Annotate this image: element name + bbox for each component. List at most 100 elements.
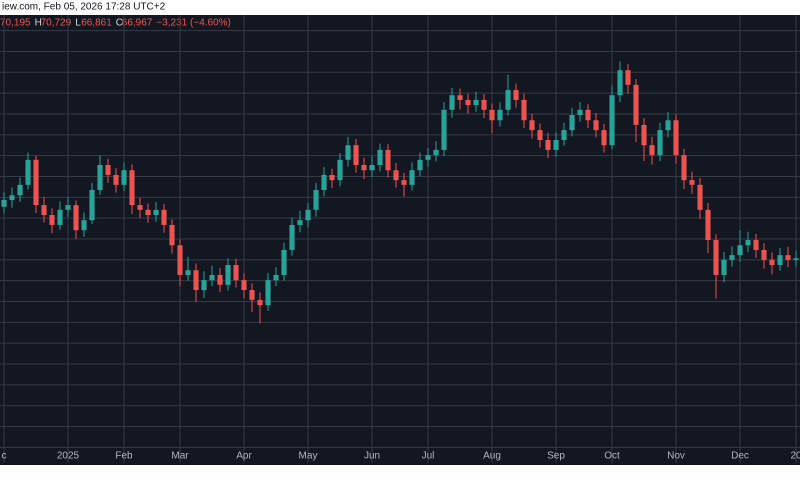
candle-body [233, 265, 239, 281]
candle-body [593, 120, 599, 131]
candle-body [713, 240, 719, 275]
candle-body [313, 190, 319, 210]
ohlc-value: 66,967 [122, 18, 153, 29]
candle-body [425, 155, 431, 160]
candle-body [625, 70, 631, 85]
candle-body [217, 274, 223, 285]
candle-body [697, 184, 703, 210]
ohlc-change: −3,231 (−4.60%) [156, 18, 231, 29]
ohlc-group: 70,195 H70,729 L 66,861 C66,967 −3,231 (−4.60… [0, 18, 231, 29]
x-tick-label: 2025 [57, 451, 80, 462]
candle-body [1, 199, 7, 207]
header-bar [0, 0, 800, 15]
candle-body [193, 270, 199, 291]
candle-body [505, 90, 511, 110]
candle-body [577, 109, 583, 116]
candle-body [393, 170, 399, 181]
candle-body [761, 249, 767, 260]
ohlc-letter: C [116, 18, 123, 29]
candle-body [729, 255, 735, 260]
candle-body [585, 109, 591, 121]
candle-body [417, 159, 423, 171]
x-tick-label: Dec [731, 451, 749, 462]
candle-body [369, 165, 375, 171]
candle-body [401, 180, 407, 185]
candle-body [113, 174, 119, 185]
ohlc-value: 70,195 [0, 18, 31, 29]
candle-body [649, 145, 655, 156]
candle-body [329, 174, 335, 181]
candle-body [745, 240, 751, 246]
candle-body [497, 109, 503, 121]
candle-body [433, 149, 439, 156]
candle-body [777, 255, 783, 266]
candle-body [561, 130, 567, 141]
candle-body [681, 155, 687, 181]
candle-body [81, 220, 87, 231]
candle-body [105, 165, 111, 175]
candle-body [73, 205, 79, 231]
candle-body [249, 290, 255, 300]
ohlc-letter: H [35, 18, 42, 29]
candle-body [65, 205, 71, 210]
x-tick-label: May [299, 451, 318, 462]
candle-body [609, 95, 615, 146]
x-tick-label: c [2, 451, 7, 462]
candle-body [529, 120, 535, 131]
x-tick-label: Oct [604, 451, 620, 462]
candle-body [409, 170, 415, 185]
candle-body [25, 159, 31, 185]
footer-bar [0, 465, 800, 500]
candle-body [9, 195, 15, 200]
candle-body [41, 205, 47, 216]
candle-body [457, 95, 463, 100]
candle-body [169, 224, 175, 246]
candle-body [441, 109, 447, 150]
candle-body [345, 145, 351, 160]
candle-body [665, 120, 671, 131]
candle-body [297, 220, 303, 225]
candle-body [201, 280, 207, 291]
candle-body [617, 70, 623, 96]
candle-body [281, 249, 287, 275]
candle-body [129, 170, 135, 206]
x-tick-label: Sep [547, 451, 565, 462]
candle-body [241, 280, 247, 291]
candle-body [89, 190, 95, 221]
x-tick-label: 20 [790, 451, 800, 462]
candle-body [473, 99, 479, 106]
candle-body [601, 130, 607, 146]
candle-body [449, 95, 455, 110]
candle-body [569, 115, 575, 131]
x-tick-label: Mar [171, 451, 189, 462]
candle-body [337, 159, 343, 181]
candle-body [161, 209, 167, 225]
candle-body [705, 209, 711, 241]
candle-body [361, 165, 367, 171]
ohlc-letter: L [75, 18, 81, 29]
candle-body [145, 209, 151, 216]
x-tick-label: Apr [236, 451, 252, 462]
candle-body [689, 180, 695, 185]
candle-body [753, 240, 759, 250]
x-tick-label: Nov [667, 451, 685, 462]
candle-body [545, 140, 551, 150]
candle-body [769, 259, 775, 266]
candle-body [321, 174, 327, 191]
candle-body [537, 130, 543, 141]
candle-body [465, 99, 471, 106]
candle-body [657, 130, 663, 156]
header-source: iew.com, Feb 05, 2026 17:28 UTC+2 [2, 2, 166, 13]
x-tick-label: Aug [483, 451, 501, 462]
candle-body [489, 109, 495, 121]
candle-body [17, 184, 23, 196]
candle-body [641, 124, 647, 146]
candle-body [57, 209, 63, 225]
x-tick-label: Jul [422, 451, 435, 462]
candle-body [265, 280, 271, 306]
x-tick-label: Jun [364, 451, 380, 462]
candle-body [153, 209, 159, 216]
candle-body [257, 299, 263, 306]
